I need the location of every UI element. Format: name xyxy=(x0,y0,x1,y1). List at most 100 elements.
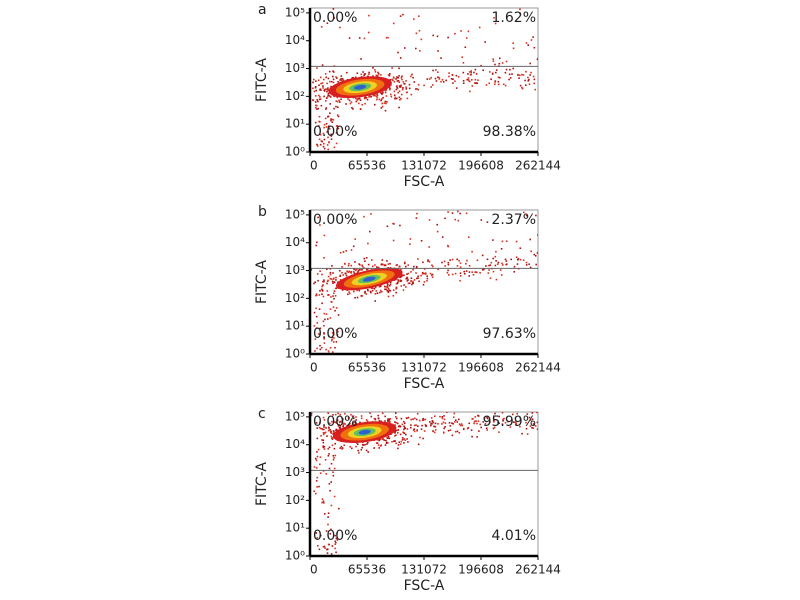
event-dot xyxy=(390,95,393,98)
event-dot xyxy=(430,274,433,277)
event-dot xyxy=(347,98,349,100)
event-dot xyxy=(493,426,496,429)
event-dot xyxy=(357,449,359,452)
event-dot xyxy=(531,427,533,429)
event-dot xyxy=(348,263,350,265)
event-dot xyxy=(502,420,504,422)
event-dot xyxy=(337,115,340,118)
event-dot xyxy=(424,273,427,275)
event-dot xyxy=(385,95,388,97)
event-dot xyxy=(335,329,338,331)
event-dot xyxy=(376,75,379,77)
event-dot xyxy=(336,281,339,283)
event-dot xyxy=(406,273,408,275)
event-dot xyxy=(361,295,364,297)
event-dot xyxy=(321,428,323,430)
event-dot xyxy=(353,417,355,419)
event-dot xyxy=(332,432,335,434)
event-dot xyxy=(366,288,369,291)
event-dot xyxy=(428,260,431,263)
event-dot xyxy=(507,420,509,423)
event-dot xyxy=(345,250,347,252)
event-dot xyxy=(388,418,391,421)
event-dot xyxy=(486,417,489,420)
event-dot xyxy=(335,279,337,281)
event-dot xyxy=(434,422,437,425)
event-dot xyxy=(376,98,378,101)
event-dot xyxy=(403,426,406,429)
event-dot xyxy=(400,97,402,100)
event-dot xyxy=(323,333,325,335)
event-dot xyxy=(383,285,386,288)
event-dot xyxy=(400,280,402,282)
event-dot xyxy=(330,339,333,342)
quadrant-percent: 97.63% xyxy=(483,326,536,342)
event-dot xyxy=(335,341,338,343)
event-dot xyxy=(319,463,321,466)
event-dot xyxy=(479,423,481,426)
y-tick-label: 10⁵ xyxy=(285,5,305,19)
event-dot xyxy=(459,279,461,282)
event-dot xyxy=(407,272,410,275)
event-dot xyxy=(320,435,322,437)
event-dot xyxy=(427,259,429,261)
event-dot xyxy=(398,96,401,99)
event-dot xyxy=(382,263,384,266)
event-dot xyxy=(364,96,367,98)
event-dot xyxy=(312,87,314,90)
event-dot xyxy=(385,441,388,444)
event-dot xyxy=(441,79,444,81)
event-dot xyxy=(323,428,325,431)
event-dot xyxy=(470,429,473,431)
event-dot xyxy=(485,265,487,267)
event-dot xyxy=(500,274,503,276)
event-dot xyxy=(394,431,396,433)
event-dot xyxy=(512,42,514,44)
event-dot xyxy=(402,13,404,16)
event-dot xyxy=(367,451,369,453)
event-dot xyxy=(339,279,342,281)
event-dot xyxy=(306,429,308,431)
event-dot xyxy=(367,31,370,34)
event-dot xyxy=(517,73,519,76)
event-dot xyxy=(328,335,330,338)
event-dot xyxy=(310,268,313,271)
event-dot xyxy=(467,73,469,75)
event-dot xyxy=(475,420,477,422)
event-dot xyxy=(324,431,327,434)
density-contour xyxy=(362,276,376,282)
event-dot xyxy=(356,289,358,292)
event-dot xyxy=(398,81,401,83)
event-dot xyxy=(319,344,321,347)
event-dot xyxy=(322,428,324,431)
event-dot xyxy=(324,88,327,90)
event-dot xyxy=(509,426,512,428)
event-dot xyxy=(495,71,497,74)
event-dot xyxy=(334,534,336,537)
event-dot xyxy=(382,92,384,94)
event-dot xyxy=(447,269,449,272)
event-dot xyxy=(380,74,382,76)
event-dot xyxy=(335,537,338,540)
event-dot xyxy=(443,418,446,421)
event-dot xyxy=(519,247,522,249)
event-dot xyxy=(353,272,356,275)
event-dot xyxy=(365,97,368,99)
event-dot xyxy=(350,264,352,267)
event-dot xyxy=(398,85,401,87)
event-dot xyxy=(472,274,475,276)
event-dot xyxy=(323,432,326,434)
event-dot xyxy=(524,79,526,82)
event-dot xyxy=(395,429,398,432)
event-dot xyxy=(378,286,381,288)
event-dot xyxy=(441,416,444,418)
event-dot xyxy=(356,271,359,274)
event-dot xyxy=(387,418,389,420)
event-dot xyxy=(346,424,348,427)
event-dot xyxy=(333,290,336,292)
event-dot xyxy=(389,290,392,292)
panel-label: a xyxy=(258,2,267,18)
event-dot xyxy=(350,101,353,103)
y-tick-label: 10⁰ xyxy=(285,145,305,159)
event-dot xyxy=(318,115,321,118)
